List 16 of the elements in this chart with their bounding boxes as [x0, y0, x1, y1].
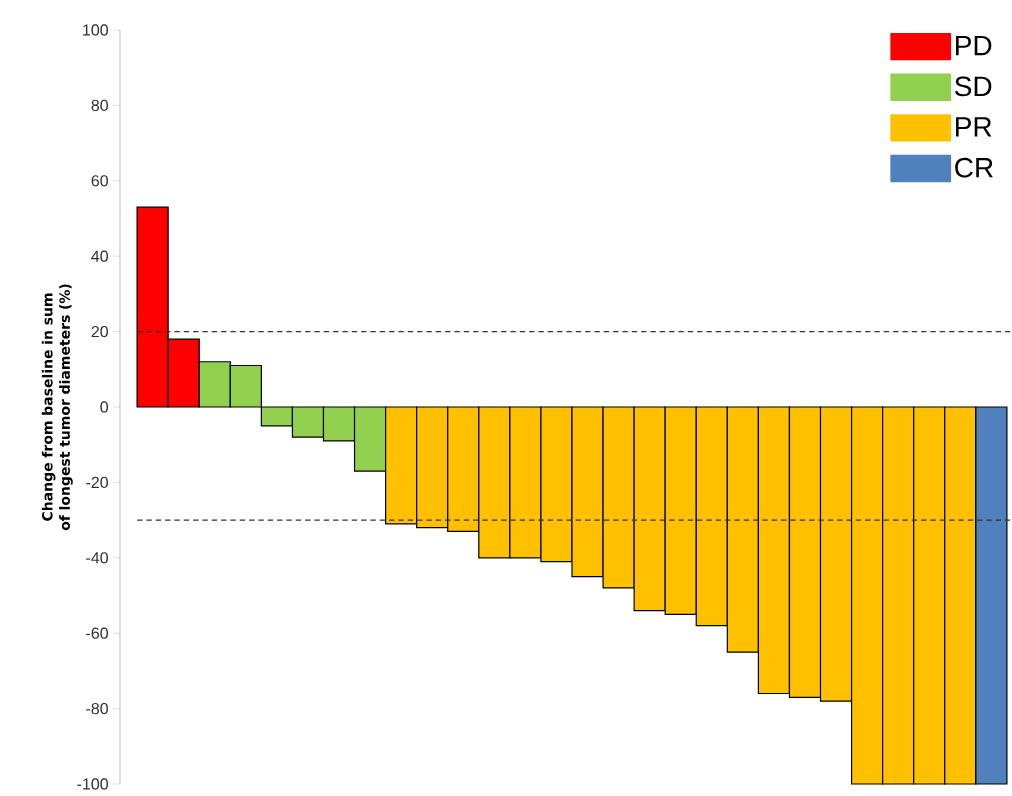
y-tick-label: 40	[91, 250, 108, 262]
y-tick-label: -40	[86, 552, 108, 564]
legend-label: PR	[956, 117, 992, 137]
y-tick-label: 60	[91, 175, 108, 187]
y-tick-label: 20	[91, 325, 108, 338]
y-tick-label: 0	[100, 401, 109, 413]
y-axis-title: Change from baseline in sum of longest tumor diameters (%)	[41, 284, 73, 531]
y-tick-label: -60	[86, 627, 108, 639]
y-tick-label: -80	[86, 702, 108, 715]
legend-label: CR	[955, 157, 993, 178]
y-tick-label: 100	[83, 24, 108, 36]
legend-label: SD	[955, 76, 992, 97]
legend-label: PD	[956, 35, 992, 56]
y-tick-label: -20	[86, 476, 108, 489]
y-tick-label: 80	[91, 99, 108, 112]
y-tick-label: -100	[77, 778, 108, 790]
